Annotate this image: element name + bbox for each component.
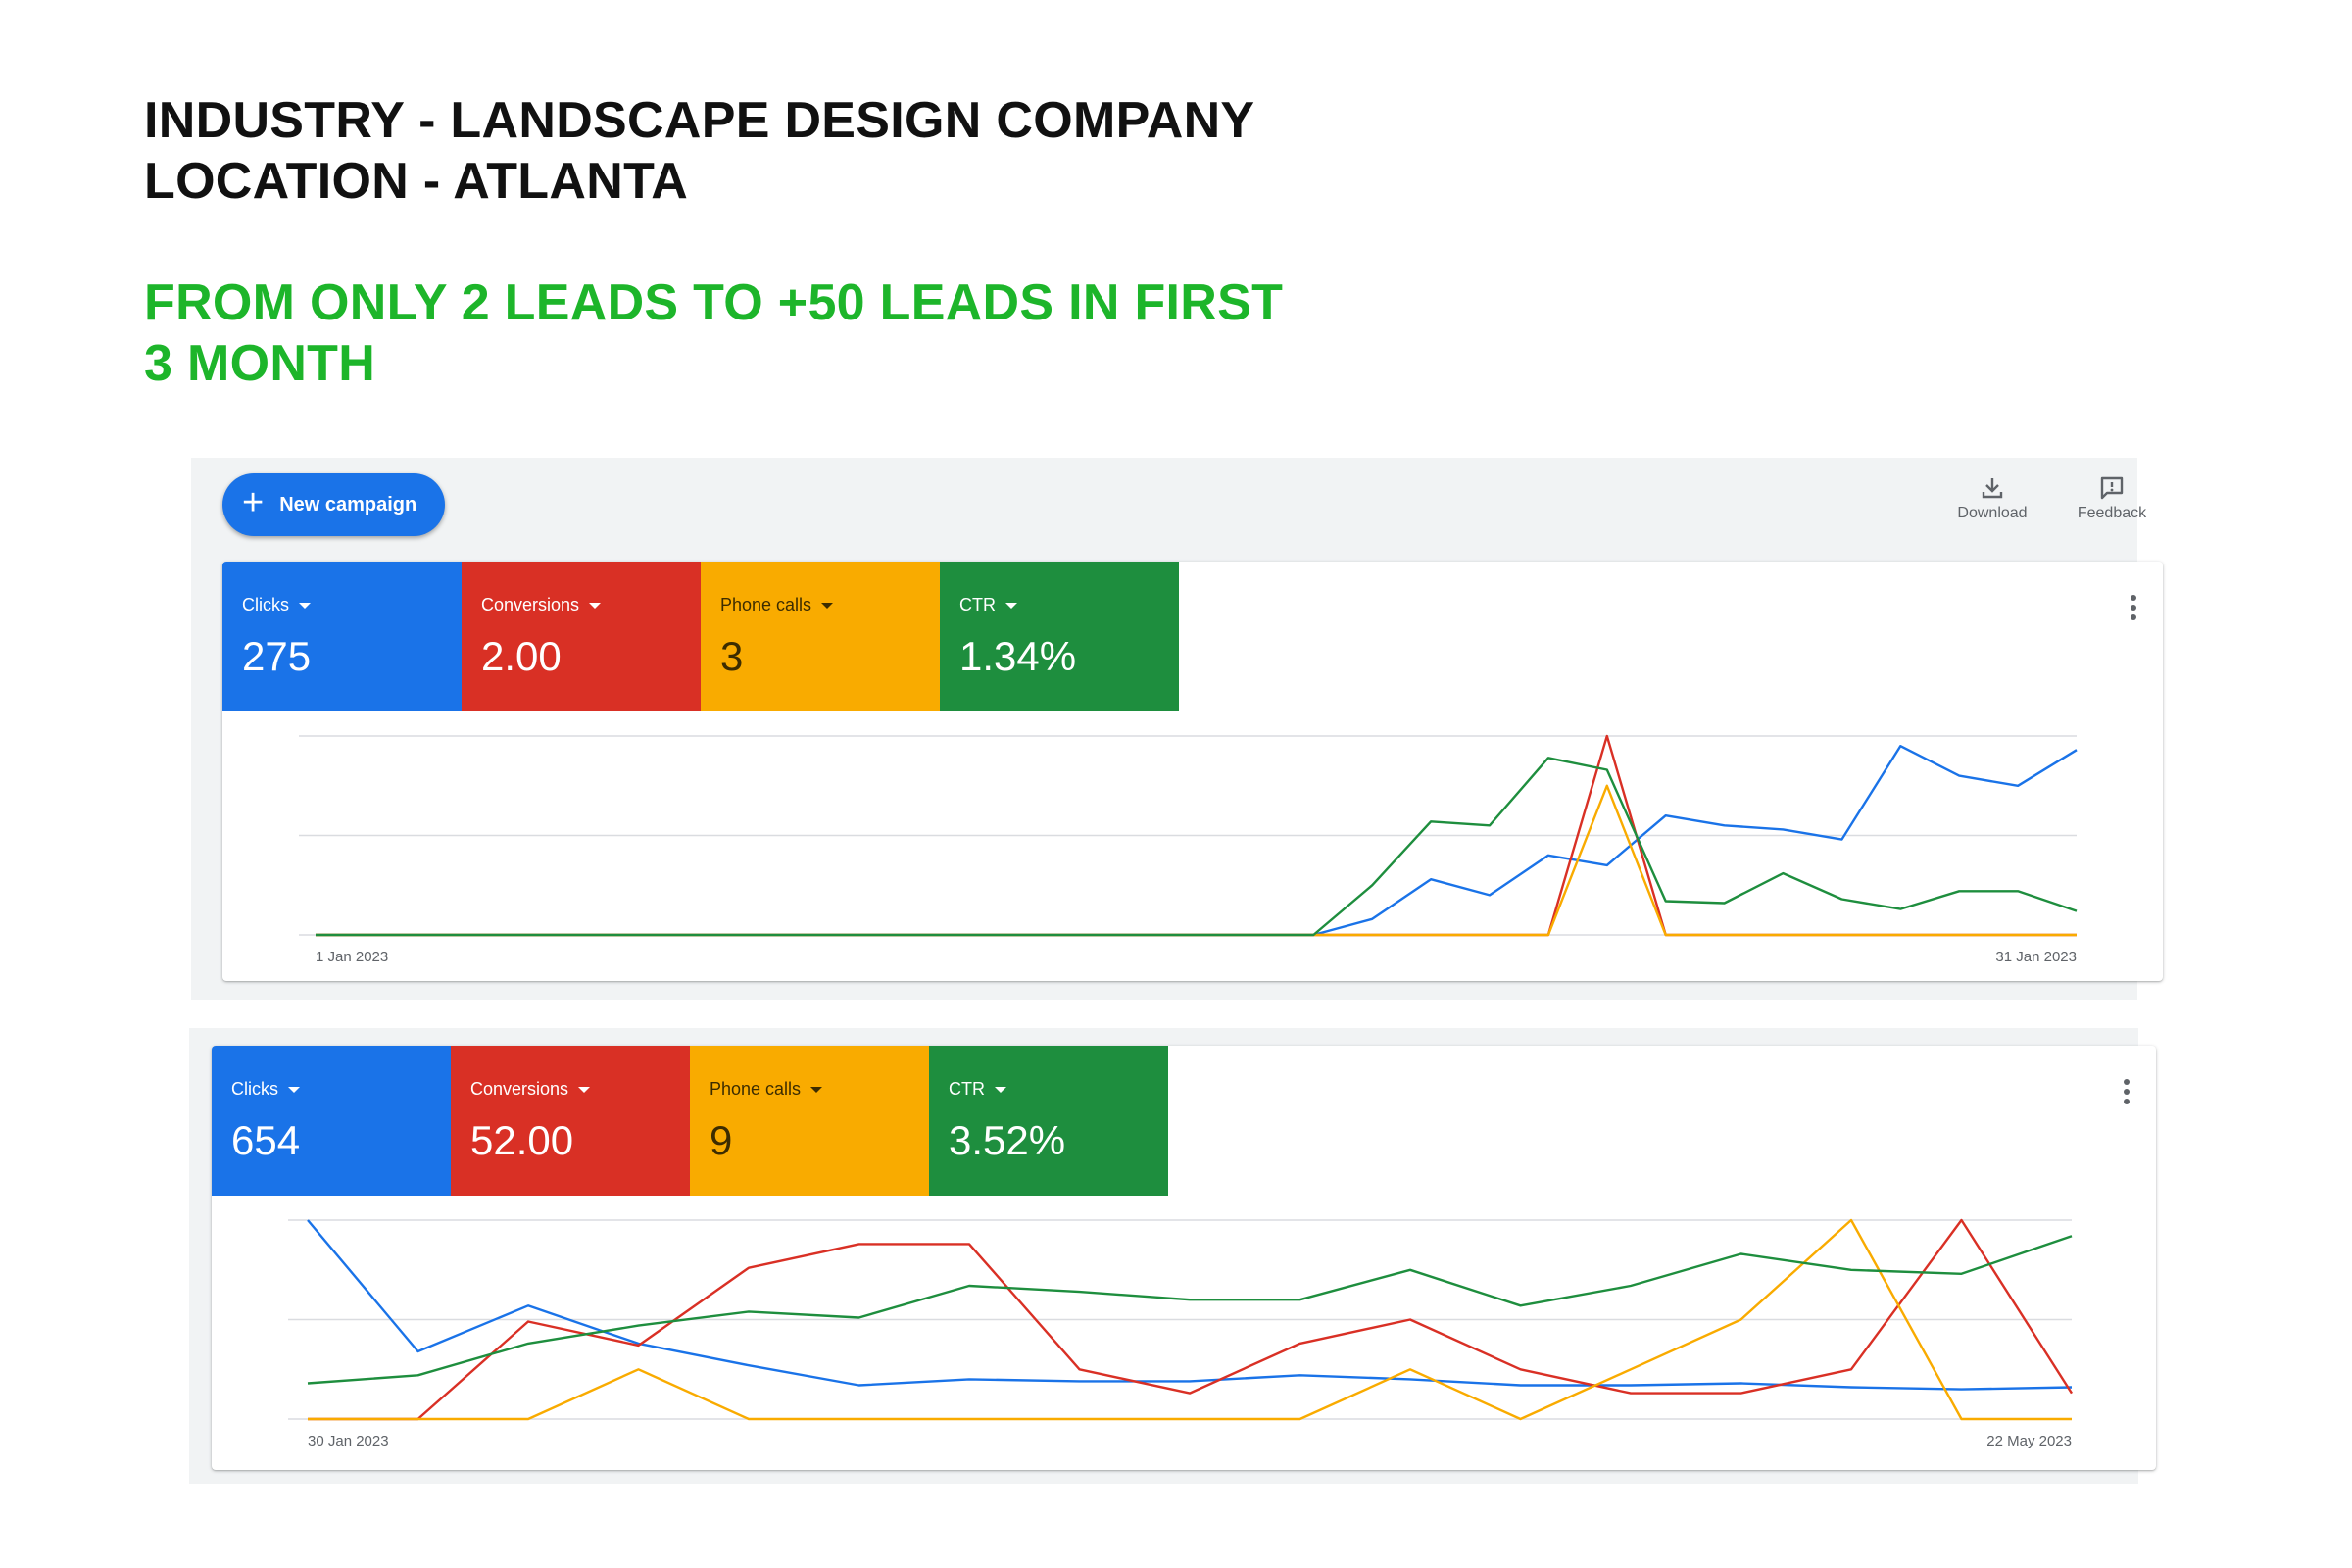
series-line-phone-calls [316, 784, 2077, 937]
series-line-ctr [307, 1235, 2073, 1385]
metric-tile-ctr[interactable]: CTR 3.52% [929, 1046, 1168, 1196]
result-line-1: FROM ONLY 2 LEADS TO +50 LEADS IN FIRST [144, 274, 1284, 331]
dropdown-caret-icon [995, 1086, 1006, 1093]
x-axis-start-label: 1 Jan 2023 [316, 949, 388, 965]
industry-heading: INDUSTRY - LANDSCAPE DESIGN COMPANY LOCA… [144, 90, 1254, 212]
new-campaign-button[interactable]: + New campaign [222, 473, 445, 536]
industry-line: INDUSTRY - LANDSCAPE DESIGN COMPANY [144, 92, 1255, 149]
result-line-2: 3 MONTH [144, 335, 376, 392]
series-line-conversions [308, 1218, 2074, 1421]
more-options-icon[interactable] [2123, 1079, 2131, 1108]
metric-label: Phone calls [710, 1079, 802, 1099]
new-campaign-label: New campaign [279, 493, 417, 515]
metric-tiles: Clicks 654 Conversions 52.00 Phone calls… [212, 1046, 1168, 1196]
location-line: LOCATION - ATLANTA [144, 153, 689, 210]
dropdown-caret-icon [299, 602, 311, 609]
metric-tile-phone-calls[interactable]: Phone calls 9 [690, 1046, 929, 1196]
x-axis-end-label: 31 Jan 2023 [1995, 949, 2077, 965]
metric-label: Conversions [470, 1079, 569, 1099]
plus-icon: + [242, 482, 265, 523]
metric-value: 275 [242, 633, 312, 679]
metric-value: 1.34% [959, 633, 1077, 679]
line-chart-1: 1 Jan 2023 31 Jan 2023 [299, 734, 2078, 965]
dropdown-caret-icon [1005, 602, 1017, 609]
dropdown-caret-icon [821, 602, 834, 609]
x-axis-start-label: 30 Jan 2023 [308, 1433, 389, 1449]
dropdown-caret-icon [810, 1086, 823, 1093]
line-chart-2: 30 Jan 2023 22 May 2023 [288, 1218, 2074, 1449]
google-ads-overview-panel-1: + New campaign Download Feedback Clicks … [191, 458, 2163, 1000]
metric-tile-ctr[interactable]: CTR 1.34% [940, 562, 1179, 711]
feedback-label: Feedback [2077, 505, 2147, 521]
dropdown-caret-icon [288, 1086, 300, 1093]
metric-tile-phone-calls[interactable]: Phone calls 3 [701, 562, 940, 711]
metric-tile-conversions[interactable]: Conversions 52.00 [451, 1046, 690, 1196]
metric-value: 3 [720, 633, 744, 679]
result-heading: FROM ONLY 2 LEADS TO +50 LEADS IN FIRST … [144, 272, 1283, 394]
performance-card-1: Clicks 275 Conversions 2.00 Phone calls … [222, 562, 2163, 981]
more-options-icon[interactable] [2130, 595, 2137, 624]
download-icon [1982, 478, 2003, 499]
metric-tile-clicks[interactable]: Clicks 275 [222, 562, 462, 711]
metric-value: 2.00 [481, 633, 562, 679]
google-ads-overview-panel-2: Clicks 654 Conversions 52.00 Phone calls… [189, 1028, 2156, 1484]
metric-tiles: Clicks 275 Conversions 2.00 Phone calls … [222, 562, 1179, 711]
performance-chart-2: 30 Jan 2023 22 May 2023 [212, 1196, 2156, 1470]
metric-label: CTR [959, 595, 996, 614]
dropdown-caret-icon [578, 1086, 591, 1093]
dropdown-caret-icon [589, 602, 602, 609]
series-line-ctr [316, 757, 2078, 937]
metric-value: 52.00 [470, 1117, 574, 1163]
performance-card-2: Clicks 654 Conversions 52.00 Phone calls… [212, 1046, 2156, 1470]
metric-label: Conversions [481, 595, 580, 614]
metric-value: 9 [710, 1117, 733, 1163]
series-line-phone-calls [308, 1218, 2072, 1421]
metric-value: 3.52% [949, 1117, 1066, 1163]
feedback-button[interactable]: Feedback [2068, 475, 2156, 522]
metric-label: Clicks [231, 1079, 278, 1099]
performance-chart-1: 1 Jan 2023 31 Jan 2023 [222, 711, 2163, 981]
metric-value: 654 [231, 1117, 301, 1163]
metric-label: Phone calls [720, 595, 812, 614]
series-line-clicks [307, 1219, 2073, 1391]
series-line-clicks [316, 745, 2078, 937]
x-axis-end-label: 22 May 2023 [1986, 1433, 2072, 1449]
metric-tile-clicks[interactable]: Clicks 654 [212, 1046, 451, 1196]
download-button[interactable]: Download [1948, 475, 2036, 522]
feedback-icon [2100, 476, 2124, 500]
metric-tile-conversions[interactable]: Conversions 2.00 [462, 562, 701, 711]
metric-label: Clicks [242, 595, 289, 614]
download-label: Download [1957, 505, 2028, 521]
metric-label: CTR [949, 1079, 985, 1099]
